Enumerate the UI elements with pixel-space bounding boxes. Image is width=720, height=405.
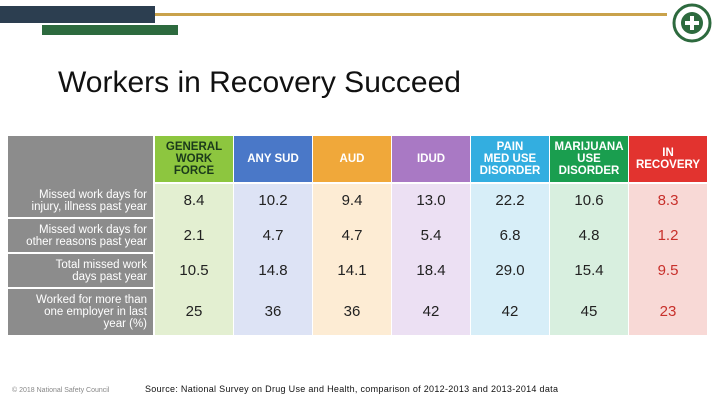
column-header: IN RECOVERY: [629, 136, 707, 182]
column-header: PAIN MED USE DISORDER: [471, 136, 549, 182]
header-rule: [155, 13, 667, 16]
table-cell: 4.8: [550, 227, 628, 244]
row-divider: [8, 217, 153, 219]
row-label: Total missed work days past year: [10, 254, 151, 287]
table-cell: 36: [234, 303, 312, 320]
column-header: AUD: [313, 136, 391, 182]
source-note: Source: National Survey on Drug Use and …: [145, 384, 558, 394]
table-cell: 25: [155, 303, 233, 320]
row-divider: [8, 287, 153, 289]
row-divider: [8, 252, 153, 254]
table-cell: 4.7: [313, 227, 391, 244]
table-cell: 5.4: [392, 227, 470, 244]
column-header: ANY SUD: [234, 136, 312, 182]
table-cell: 8.3: [629, 192, 707, 209]
row-label: Worked for more than one employer in las…: [10, 289, 151, 335]
table-cell: 9.5: [629, 262, 707, 279]
nsc-logo: [667, 3, 717, 43]
header-bar-green: [42, 25, 178, 35]
column-header: GENERAL WORK FORCE: [155, 136, 233, 182]
table-cell: 36: [313, 303, 391, 320]
table-cell: 4.7: [234, 227, 312, 244]
table-cell: 9.4: [313, 192, 391, 209]
table-cell: 14.8: [234, 262, 312, 279]
column-header: IDUD: [392, 136, 470, 182]
table-cell: 29.0: [471, 262, 549, 279]
table-cell: 6.8: [471, 227, 549, 244]
slide-title: Workers in Recovery Succeed: [58, 66, 461, 100]
table-cell: 14.1: [313, 262, 391, 279]
table-cell: 2.1: [155, 227, 233, 244]
table-cell: 10.6: [550, 192, 628, 209]
header-bar-navy: [0, 6, 155, 23]
row-label: Missed work days for other reasons past …: [10, 219, 151, 252]
table-cell: 8.4: [155, 192, 233, 209]
table-cell: 42: [392, 303, 470, 320]
table-cell: 10.5: [155, 262, 233, 279]
copyright-text: © 2018 National Safety Council: [12, 387, 109, 394]
table-cell: 42: [471, 303, 549, 320]
row-label: Missed work days for injury, illness pas…: [10, 184, 151, 217]
column-header: MARIJUANA USE DISORDER: [550, 136, 628, 182]
table-cell: 13.0: [392, 192, 470, 209]
table-cell: 45: [550, 303, 628, 320]
table-cell: 10.2: [234, 192, 312, 209]
table-cell: 1.2: [629, 227, 707, 244]
table-cell: 23: [629, 303, 707, 320]
table-cell: 15.4: [550, 262, 628, 279]
table-cell: 18.4: [392, 262, 470, 279]
table-cell: 22.2: [471, 192, 549, 209]
